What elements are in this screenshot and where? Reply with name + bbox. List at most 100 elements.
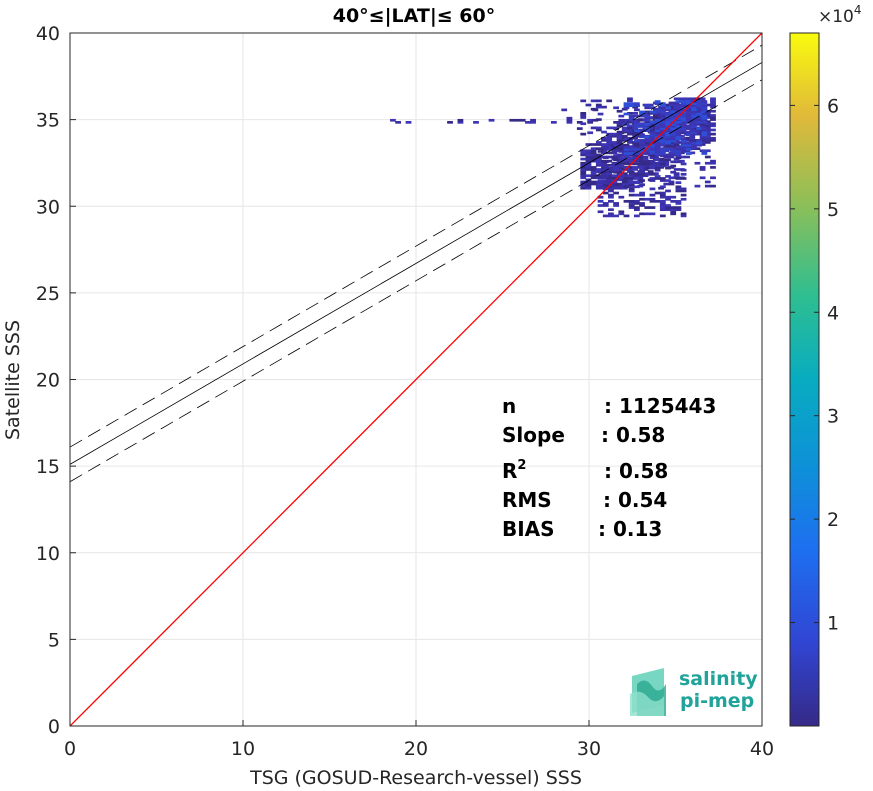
density-bin-224	[595, 103, 602, 107]
density-bin-40	[633, 114, 640, 118]
density-bin-811	[613, 170, 620, 174]
density-bin-784	[602, 179, 609, 182]
density-bin-1132	[675, 121, 682, 124]
density-bin-1023	[644, 150, 651, 153]
density-bin-666	[689, 139, 696, 142]
density-bin-182	[585, 143, 592, 146]
density-bin-367	[627, 141, 633, 144]
colorbar: 1 2 3 4 5 6 ×104	[789, 3, 862, 727]
density-bin-1182	[691, 121, 697, 124]
density-bin-35	[623, 118, 630, 122]
density-bin-324	[621, 186, 628, 190]
density-bin-877	[639, 191, 645, 195]
density-bin-1003	[633, 148, 640, 151]
density-bin-1034	[644, 114, 651, 118]
density-bin-408	[637, 180, 644, 184]
density-bin-393	[632, 145, 639, 148]
density-bin-3	[447, 121, 453, 124]
density-bin-509	[658, 186, 664, 190]
y-axis-label: Satellite SSS	[2, 320, 24, 440]
density-bin-310	[616, 153, 623, 157]
density-bin-320	[616, 130, 623, 134]
chart-title: 40°≤|LAT|≤ 60°	[333, 5, 496, 27]
stats-box: n : 1125443 Slope : 0.58 R2 : 0.58 RMS :…	[502, 394, 716, 541]
density-bin-796	[608, 208, 614, 212]
density-bin-926	[659, 193, 666, 197]
density-bin-1044	[649, 135, 656, 139]
density-bin-954	[670, 164, 677, 168]
density-bin-825	[618, 148, 625, 151]
density-bin-751	[710, 161, 716, 165]
density-bin-803	[608, 166, 614, 170]
density-bin-622	[678, 147, 685, 151]
density-bin-771	[597, 195, 604, 199]
density-bin-1072	[659, 148, 666, 151]
density-bin-505	[653, 112, 659, 115]
density-bin-1127	[675, 133, 682, 137]
y-tick-label-3: 15	[36, 456, 60, 478]
density-bin-349	[621, 107, 628, 111]
density-bin-193	[590, 157, 597, 161]
density-bin-231	[601, 172, 607, 175]
x-tick-label-3: 30	[577, 738, 601, 760]
density-bin-1047	[649, 121, 656, 124]
density-bin-1133	[675, 116, 682, 120]
density-bin-979	[680, 177, 687, 180]
density-bin-1000	[628, 104, 635, 108]
density-bin-736	[704, 132, 711, 136]
density-bin-154	[580, 163, 587, 167]
density-bin-1135	[675, 112, 682, 116]
density-bin-587	[668, 101, 675, 105]
density-bin-447	[642, 141, 649, 144]
density-bin-676	[689, 118, 696, 121]
density-bin-828	[623, 214, 630, 218]
density-bin-586	[668, 103, 675, 107]
density-bin-826	[618, 145, 625, 149]
density-bin-1059	[654, 133, 661, 137]
density-bin-438	[642, 163, 649, 167]
density-bin-598	[673, 143, 680, 146]
identity-line	[70, 33, 762, 726]
density-bin-1053	[654, 145, 661, 149]
density-bin-433	[637, 118, 644, 121]
density-bin-32	[618, 118, 625, 122]
density-bin-316	[616, 139, 623, 142]
density-bin-701	[694, 107, 701, 111]
density-bin-1126	[675, 135, 682, 139]
density-bin-934	[659, 154, 666, 157]
density-bin-829	[623, 200, 630, 203]
density-bin-1215	[701, 102, 708, 105]
density-bin-456	[642, 112, 649, 115]
density-bin-1185	[691, 112, 697, 116]
density-bin-227	[601, 184, 607, 188]
density-bin-1106	[665, 106, 671, 110]
density-bin-1057	[654, 137, 661, 141]
density-bin-1156	[680, 104, 687, 108]
density-bin-729	[704, 161, 711, 165]
density-bin-368	[627, 139, 633, 142]
density-bin-497	[653, 130, 659, 134]
density-bin-1055	[654, 141, 661, 145]
density-bin-818	[618, 212, 625, 216]
density-bin-749	[710, 176, 716, 180]
density-bin-625	[678, 134, 685, 138]
density-bin-789	[602, 160, 609, 164]
density-bin-647	[684, 130, 690, 134]
density-bin-418	[637, 155, 644, 159]
density-bin-1016	[639, 133, 645, 137]
density-bin-706	[699, 168, 706, 171]
density-bin-513	[658, 159, 664, 163]
density-bin-1017	[639, 125, 645, 128]
density-bin-386	[632, 159, 639, 163]
density-bin-362	[627, 153, 633, 157]
density-bin-923	[659, 202, 666, 205]
density-bin-777	[602, 214, 609, 218]
density-bin-260	[606, 155, 613, 159]
density-bin-272	[611, 186, 618, 190]
colorbar-tick-label-5: 6	[827, 95, 839, 117]
density-bin-1198	[696, 112, 703, 116]
density-bin-254	[606, 174, 613, 178]
density-bin-972	[675, 148, 682, 151]
density-bin-1195	[696, 121, 703, 124]
density-bin-956	[670, 152, 677, 155]
